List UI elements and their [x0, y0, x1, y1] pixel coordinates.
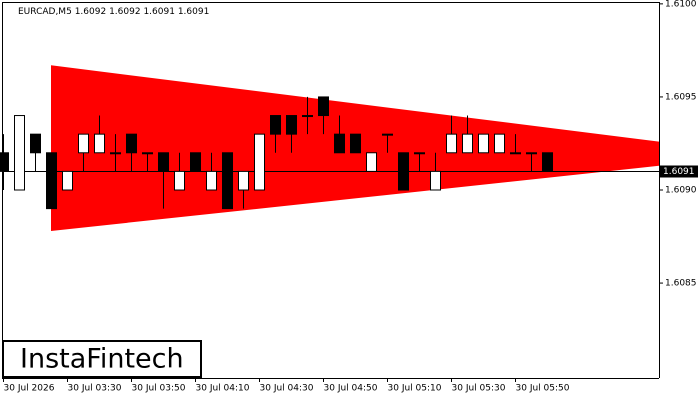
last-price-box — [660, 165, 698, 178]
candle-body — [14, 115, 25, 191]
symbol: EURCAD,M5 — [18, 7, 72, 17]
candle-body — [78, 133, 89, 154]
last-price-label: 1.6091 — [663, 167, 695, 177]
candle-body — [462, 133, 473, 154]
x-tick-label: 30 Jul 04:50 — [324, 384, 378, 394]
candle-body — [334, 133, 345, 154]
candle-body — [174, 170, 185, 191]
candle-body — [350, 133, 361, 154]
candle-body — [30, 133, 41, 154]
candle-body — [270, 115, 281, 135]
x-tick-label: 30 Jul 03:50 — [132, 384, 186, 394]
candle-body — [478, 133, 489, 154]
candle-body — [126, 133, 137, 154]
candle-body — [302, 115, 313, 118]
candle-body — [142, 152, 153, 155]
candle-body — [62, 170, 73, 191]
x-tick-label: 30 Jul 03:30 — [68, 384, 122, 394]
candle-body — [190, 152, 201, 172]
candle-body — [206, 170, 217, 191]
x-tick-label: 30 Jul 04:10 — [196, 384, 250, 394]
logo: InstaFintech — [20, 344, 184, 375]
plot-area — [0, 65, 659, 231]
candle-body — [286, 115, 297, 135]
candle-body — [446, 133, 457, 154]
candle-body — [110, 152, 121, 155]
y-tick-label: 1.6095 — [665, 92, 697, 102]
candle-body — [46, 152, 57, 210]
candle-body — [238, 170, 249, 191]
x-tick-label: 30 Jul 04:30 — [260, 384, 314, 394]
x-tick-label: 30 Jul 05:30 — [452, 384, 506, 394]
candle-body — [0, 152, 9, 172]
header-high: 1.6092 — [109, 7, 141, 17]
header: EURCAD,M5 1.6092 1.6092 1.6091 1.6091 — [18, 7, 209, 17]
candle-body — [510, 152, 521, 155]
candle-body — [526, 152, 537, 155]
candle-body — [366, 152, 377, 172]
x-tick-label: 30 Jul 2026 — [4, 384, 55, 394]
x-tick-label: 30 Jul 05:50 — [516, 384, 570, 394]
header-close: 1.6091 — [178, 7, 210, 17]
candle-body — [94, 133, 105, 154]
candle-body — [430, 170, 441, 191]
candle-body — [318, 96, 329, 117]
header-low: 1.6091 — [143, 7, 175, 17]
candle-body — [382, 133, 393, 136]
candle-body — [158, 152, 169, 172]
y-tick-label: 1.6090 — [665, 186, 697, 196]
header-open: 1.6092 — [75, 7, 107, 17]
x-tick-label: 30 Jul 05:10 — [388, 384, 442, 394]
y-tick-label: 1.6100 — [665, 0, 697, 9]
candle-body — [414, 152, 425, 155]
logo-box — [2, 340, 202, 378]
candle-body — [542, 152, 553, 172]
candle-body — [254, 133, 265, 191]
candle-body — [494, 133, 505, 154]
candle-body — [398, 152, 409, 191]
candle-body — [222, 152, 233, 210]
y-tick-label: 1.6085 — [665, 279, 697, 289]
